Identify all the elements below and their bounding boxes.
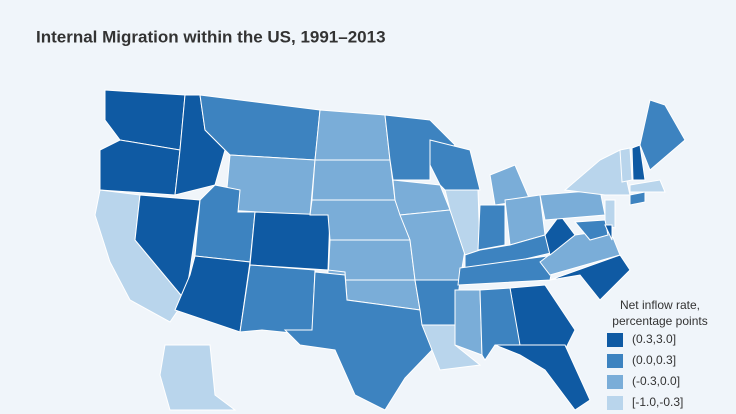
legend-title: percentage points [612,314,707,328]
legend-swatch [607,333,623,347]
state-region [549,254,631,301]
state-region [249,211,331,271]
state-region [604,224,613,241]
state-region [283,271,433,411]
state-region [619,147,633,183]
legend-swatch [607,396,623,410]
state-region [477,204,506,251]
state-region [311,159,396,201]
state-region [384,114,456,181]
legend-label: (-0.3,0.0] [632,374,680,388]
map-title: Internal Migration within the US, 1991–2… [36,27,386,46]
state-region [99,139,181,196]
state-region [604,199,616,229]
legend-label: (0.3,3.0] [632,332,676,346]
state-region [639,99,686,171]
state-region [414,279,461,326]
state-region [314,109,391,161]
state-region [573,219,609,241]
state-region [479,287,521,361]
state-region [159,344,237,411]
legend-label: [-1.0,-0.3] [632,395,683,409]
legend-swatch [607,354,623,368]
state-region [239,264,316,336]
state-region [539,189,606,221]
state-region [629,179,666,193]
legend-swatch [607,375,623,389]
state-region [454,289,483,356]
state-region [544,214,576,256]
state-region [629,191,646,206]
state-region [631,144,646,181]
legend-title: Net inflow rate, [620,298,700,312]
state-region [174,255,251,333]
legend-label: (0.0,0.3] [632,353,676,367]
state-region [494,344,591,411]
